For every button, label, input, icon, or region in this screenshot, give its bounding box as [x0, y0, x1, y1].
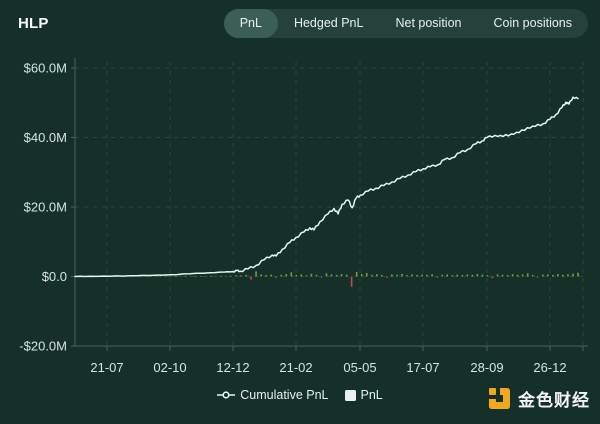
legend-item-cumulative-pnl[interactable]: Cumulative PnL	[217, 388, 329, 402]
tab-group: PnL Hedged PnL Net position Coin positions	[223, 8, 588, 38]
line-marker-icon	[217, 391, 236, 399]
svg-text:$0.0: $0.0	[42, 269, 67, 284]
gridlines	[75, 62, 588, 346]
axes	[71, 58, 588, 351]
tab-coin-positions[interactable]: Coin positions	[477, 9, 588, 38]
svg-text:12-12: 12-12	[216, 360, 249, 375]
svg-text:28-09: 28-09	[470, 360, 503, 375]
pnl-bars-series	[74, 271, 579, 287]
watermark-text: 金色财经	[518, 391, 590, 410]
header: HLP PnL Hedged PnL Net position Coin positi…	[0, 0, 600, 46]
svg-text:05-05: 05-05	[343, 360, 376, 375]
svg-text:17-07: 17-07	[406, 360, 439, 375]
legend-label: Cumulative PnL	[240, 388, 329, 402]
svg-text:26-12: 26-12	[533, 360, 566, 375]
svg-text:-$20.0M: -$20.0M	[19, 339, 67, 354]
svg-text:$40.0M: $40.0M	[24, 130, 67, 145]
legend-item-pnl[interactable]: PnL	[344, 388, 383, 402]
svg-text:02-10: 02-10	[153, 360, 186, 375]
jinse-logo-icon	[489, 388, 510, 409]
svg-text:21-02: 21-02	[279, 360, 312, 375]
tab-net-position[interactable]: Net position	[379, 9, 477, 38]
svg-text:21-07: 21-07	[90, 360, 123, 375]
svg-text:$20.0M: $20.0M	[24, 200, 67, 215]
axis-labels: $60.0M $40.0M $20.0M $0.0 -$20.0M 21-07 02-10 1…	[19, 61, 566, 376]
legend-label: PnL	[360, 388, 383, 402]
chart-legend: Cumulative PnL PnL	[0, 388, 600, 402]
page-title: HLP	[18, 14, 49, 32]
jinse-watermark: 金色财经	[487, 386, 590, 411]
square-marker-icon	[344, 389, 356, 401]
tab-hedged-pnl[interactable]: Hedged PnL	[278, 9, 380, 38]
tab-pnl[interactable]: PnL	[223, 8, 278, 38]
svg-text:$60.0M: $60.0M	[24, 61, 67, 76]
cumulative-pnl-series	[74, 96, 579, 278]
